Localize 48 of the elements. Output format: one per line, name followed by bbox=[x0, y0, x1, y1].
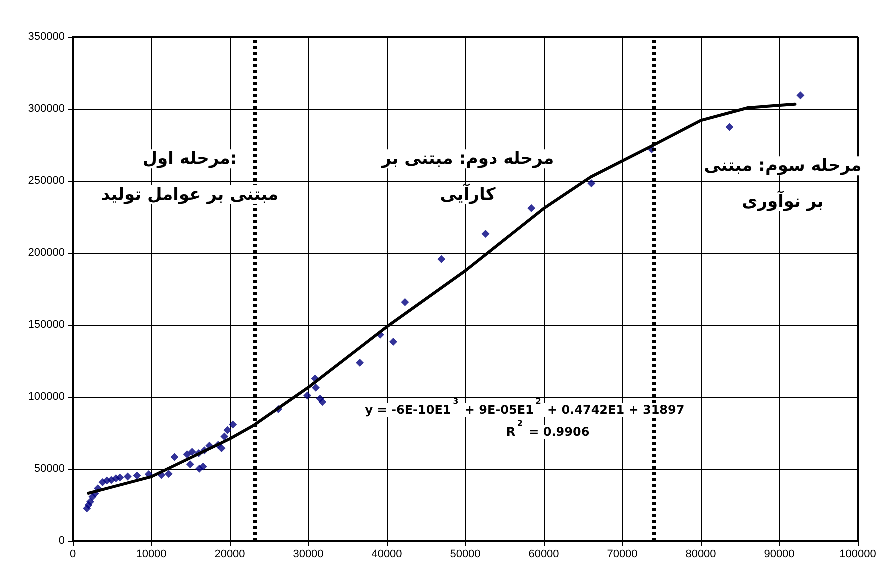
point bbox=[86, 498, 94, 506]
x-tick-label: 90000 bbox=[764, 548, 795, 560]
annotation: مرحله سوم: مبتنی بر نوآوری bbox=[704, 156, 862, 212]
point bbox=[528, 204, 536, 212]
annotation: مرحله دوم: مبتنی بر کارآیی bbox=[380, 149, 554, 205]
point bbox=[304, 392, 312, 400]
x-tick-label: 0 bbox=[70, 548, 76, 560]
y-tick-label: 350000 bbox=[28, 31, 65, 43]
y-tick-label: 250000 bbox=[28, 175, 65, 187]
point bbox=[726, 123, 734, 132]
point bbox=[390, 338, 398, 346]
y-tick-label: 100000 bbox=[28, 391, 65, 403]
x-tick-label: 20000 bbox=[214, 548, 246, 560]
point bbox=[220, 432, 229, 441]
point bbox=[796, 92, 805, 100]
point bbox=[588, 180, 596, 188]
point bbox=[186, 460, 194, 469]
y-tick-label: 300000 bbox=[28, 103, 65, 115]
x-tick-label: 70000 bbox=[607, 548, 638, 560]
x-tick-label: 40000 bbox=[372, 548, 402, 560]
point bbox=[224, 426, 232, 434]
x-tick-label: 100000 bbox=[840, 548, 876, 560]
x-tick-label: 30000 bbox=[293, 548, 324, 560]
point bbox=[356, 359, 364, 368]
point bbox=[312, 384, 320, 392]
x-tick-label: 10000 bbox=[136, 548, 167, 560]
annotation: مرحله اول: مبتنی بر عوامل تولید bbox=[101, 149, 279, 205]
point bbox=[318, 398, 327, 406]
point bbox=[218, 444, 226, 453]
y-tick-label: 50000 bbox=[34, 463, 65, 475]
y-tick-label: 150000 bbox=[28, 319, 65, 331]
point bbox=[401, 298, 410, 306]
point bbox=[229, 420, 238, 429]
y-tick-label: 200000 bbox=[28, 247, 65, 259]
point bbox=[438, 255, 446, 264]
point bbox=[199, 462, 208, 471]
point bbox=[133, 472, 142, 480]
y-tick-label: 0 bbox=[58, 535, 65, 547]
point bbox=[164, 470, 173, 478]
point bbox=[116, 474, 124, 482]
point bbox=[188, 448, 196, 456]
point bbox=[482, 230, 490, 238]
point bbox=[170, 453, 179, 462]
point bbox=[124, 472, 132, 481]
x-tick-label: 60000 bbox=[528, 548, 560, 560]
point bbox=[183, 450, 192, 458]
x-tick-label: 50000 bbox=[450, 548, 481, 560]
x-tick-label: 80000 bbox=[686, 548, 716, 560]
